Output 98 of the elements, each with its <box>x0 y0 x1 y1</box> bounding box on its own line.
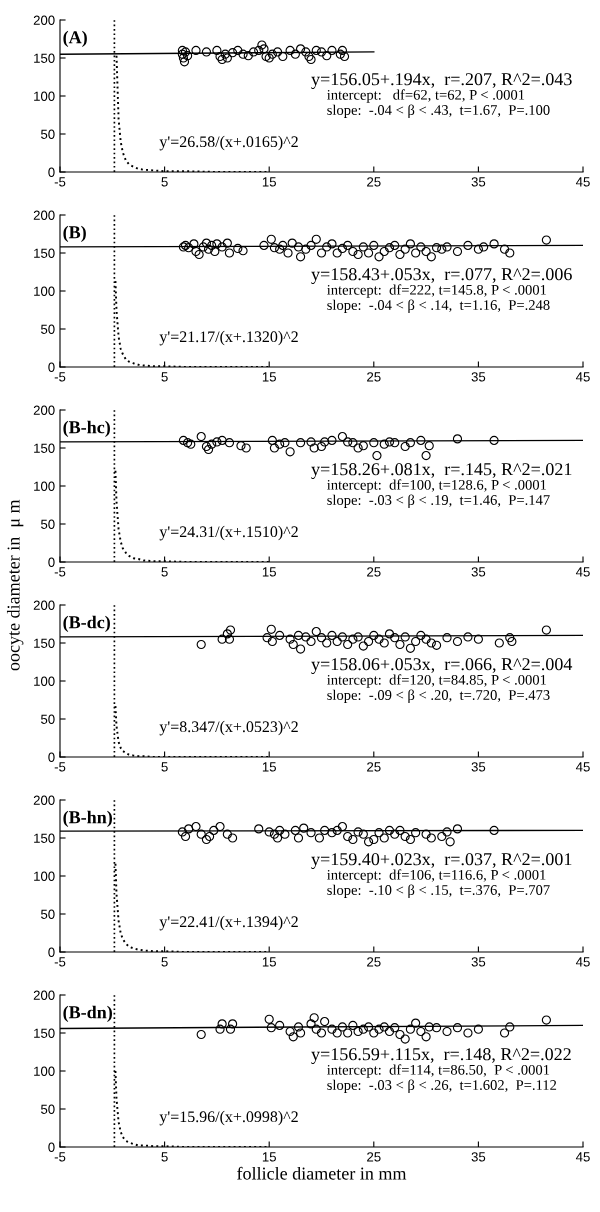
x-tick-label: 25 <box>367 957 381 967</box>
y-tick-label: 200 <box>33 600 55 610</box>
annotation: slope: -.09 < β < .20, t=.720, P=.473 <box>327 689 550 703</box>
y-tick-label: 50 <box>40 519 55 529</box>
x-tick-label: 5 <box>161 762 168 772</box>
x-tick-label: 25 <box>367 762 381 772</box>
x-tick-label: 15 <box>262 372 276 382</box>
x-tick-label: 45 <box>575 1152 590 1162</box>
y-tick-label: 200 <box>33 795 55 805</box>
annotation: y'=26.58/(x+.0165)^2 <box>159 135 298 151</box>
annotation: y'=15.96/(x+.0998)^2 <box>159 1110 298 1126</box>
text: (A) <box>63 30 87 48</box>
y-tick-label: 100 <box>34 91 55 101</box>
y-tick-label: 100 <box>34 676 55 686</box>
x-tick-label: 45 <box>575 372 590 382</box>
y-tick-label: 50 <box>40 324 55 334</box>
y-tick-label: 100 <box>34 286 55 296</box>
x-tick-label: 35 <box>471 567 486 577</box>
y-tick-label: 150 <box>34 833 55 843</box>
annotation: y'=24.31/(x+.1510)^2 <box>159 525 298 541</box>
x-tick-label: -5 <box>54 957 66 967</box>
x-axis-title: follicle diameter in mm <box>237 1166 407 1180</box>
annotation: y'=21.17/(x+.1320)^2 <box>159 330 298 346</box>
y-tick-label: 100 <box>34 1066 55 1076</box>
x-tick-label: 35 <box>471 372 486 382</box>
annotation: slope: -.04 < β < .43, t=1.67, P=.100 <box>327 104 550 118</box>
y-tick-label: 0 <box>48 1142 55 1152</box>
x-tick-label: -5 <box>54 1152 66 1162</box>
x-tick-label: 5 <box>161 957 168 967</box>
y-tick-label: 200 <box>33 15 55 25</box>
y-tick-label: 200 <box>33 990 55 1000</box>
text: (B-dn) <box>63 1005 112 1023</box>
y-tick-label: 50 <box>40 1104 55 1114</box>
y-tick-label: 150 <box>34 638 55 648</box>
x-tick-label: 5 <box>161 567 168 577</box>
x-tick-label: 45 <box>575 957 590 967</box>
annotation: intercept: df=222, t=145.8, P < .0001 <box>327 284 547 298</box>
y-tick-label: 0 <box>48 167 55 177</box>
y-tick-label: 50 <box>40 129 55 139</box>
annotation: y=158.06+.053x, r=.066, R^2=.004 <box>311 658 573 674</box>
x-tick-label: 25 <box>367 1152 381 1162</box>
x-tick-label: 15 <box>262 567 276 577</box>
annotation: slope: -.03 < β < .19, t=1.46, P=.147 <box>327 494 550 508</box>
annotation: y=158.26+.081x, r=.145, R^2=.021 <box>311 463 572 479</box>
text: (B) <box>63 225 86 243</box>
y-tick-label: 150 <box>34 248 55 258</box>
x-tick-label: 5 <box>161 372 168 382</box>
y-axis-title: oocyte diameter in μ m <box>6 499 24 671</box>
x-tick-label: -5 <box>54 372 66 382</box>
x-tick-label: 45 <box>575 567 590 577</box>
y-tick-label: 150 <box>34 1028 55 1038</box>
y-tick-label: 50 <box>40 714 55 724</box>
annotation: intercept: df=100, t=128.6, P < .0001 <box>327 479 547 493</box>
annotation: intercept: df=120, t=84.85, P < .0001 <box>327 674 547 688</box>
annotation: y=159.40+.023x, r=.037, R^2=.001 <box>311 853 572 869</box>
x-tick-label: 15 <box>262 957 276 967</box>
x-tick-label: -5 <box>54 177 66 187</box>
y-tick-label: 150 <box>34 53 55 63</box>
text: (B-hn) <box>63 810 112 828</box>
x-tick-label: 15 <box>262 1152 276 1162</box>
annotation: intercept: df=106, t=116.6, P < .0001 <box>327 869 546 883</box>
x-tick-label: 45 <box>575 762 590 772</box>
y-tick-label: 150 <box>34 443 55 453</box>
annotation: y'=22.41/(x+.1394)^2 <box>159 915 298 931</box>
x-tick-label: 35 <box>471 762 486 772</box>
annotation: slope: -.10 < β < .15, t=.376, P=.707 <box>327 884 550 898</box>
x-tick-label: 15 <box>262 177 276 187</box>
x-tick-label: 45 <box>575 177 590 187</box>
x-tick-label: 5 <box>161 177 168 187</box>
x-tick-label: 25 <box>367 177 381 187</box>
y-tick-label: 200 <box>33 210 55 220</box>
annotation: y=156.59+.115x, r=.148, R^2=.022 <box>311 1048 571 1064</box>
annotation: slope: -.03 < β < .26, t=1.602, P=.112 <box>327 1079 557 1093</box>
x-tick-label: 15 <box>262 762 276 772</box>
y-tick-label: 0 <box>48 362 55 372</box>
text: (B-hc) <box>63 420 110 438</box>
annotation: y=158.43+.053x, r=.077, R^2=.006 <box>311 268 572 284</box>
text: (B-dc) <box>63 615 110 633</box>
x-tick-label: 35 <box>471 957 486 967</box>
y-tick-label: 0 <box>48 752 55 762</box>
annotation: intercept: df=62, t=62, P < .0001 <box>327 89 525 103</box>
x-tick-label: -5 <box>54 762 66 772</box>
annotation: y'=8.347/(x+.0523)^2 <box>159 720 298 736</box>
x-tick-label: -5 <box>54 567 66 577</box>
annotation: intercept: df=114, t=86.50, P < .0001 <box>327 1064 550 1078</box>
y-tick-label: 0 <box>48 557 55 567</box>
x-tick-label: 35 <box>471 1152 486 1162</box>
y-tick-label: 50 <box>40 909 55 919</box>
x-tick-label: 5 <box>161 1152 168 1162</box>
y-tick-label: 100 <box>34 871 55 881</box>
x-tick-label: 35 <box>471 177 486 187</box>
x-tick-label: 25 <box>367 372 381 382</box>
annotation: y=156.05+.194x, r=.207, R^2=.043 <box>311 73 572 89</box>
y-tick-label: 0 <box>48 947 55 957</box>
x-tick-label: 25 <box>367 567 381 577</box>
y-tick-label: 200 <box>33 405 55 415</box>
annotation: slope: -.04 < β < .14, t=1.16, P=.248 <box>327 299 550 313</box>
y-tick-label: 100 <box>34 481 55 491</box>
